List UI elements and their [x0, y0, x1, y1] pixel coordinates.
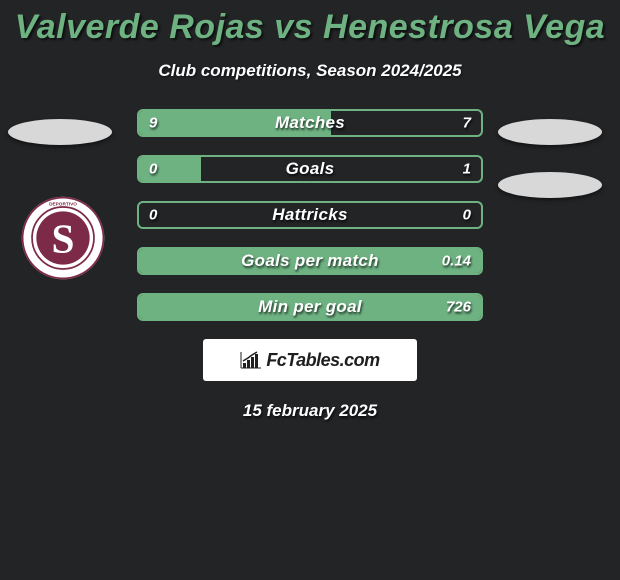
date-text: 15 february 2025	[0, 401, 620, 421]
stat-value-right: 1	[463, 161, 471, 178]
stat-value-left: 0	[149, 161, 157, 178]
svg-text:DEPORTIVO: DEPORTIVO	[49, 201, 77, 207]
svg-text:S: S	[52, 216, 75, 262]
player-ellipse-left	[8, 119, 112, 145]
stat-value-right: 726	[446, 299, 471, 316]
brand-box: FcTables.com	[203, 339, 417, 381]
stat-row: Matches9 7	[137, 109, 483, 137]
stat-value-left: 9	[149, 115, 157, 132]
brand-icon	[240, 351, 262, 369]
stat-value-right: 0.14	[442, 253, 471, 270]
stat-label: Goals per match	[139, 251, 481, 271]
stats-container: Matches97Goals01Hattricks00Goals per mat…	[137, 109, 483, 321]
stat-row: Hattricks0 0	[137, 201, 483, 229]
subtitle: Club competitions, Season 2024/2025	[0, 61, 620, 81]
stat-row: Min per goal726	[137, 293, 483, 321]
player-ellipse-right-1	[498, 119, 602, 145]
club-logo: S DEPORTIVO	[20, 195, 106, 281]
stat-value-left: 0	[149, 207, 157, 224]
page-title: Valverde Rojas vs Henestrosa Vega	[0, 0, 620, 47]
brand-text: FcTables.com	[266, 350, 379, 371]
player-ellipse-right-2	[498, 172, 602, 198]
stat-label: Matches	[139, 113, 481, 133]
stat-label: Goals	[139, 159, 481, 179]
stat-label: Min per goal	[139, 297, 481, 317]
content-area: S DEPORTIVO Matches97Goals01Hattricks00G…	[0, 109, 620, 421]
stat-value-right: 7	[463, 115, 471, 132]
stat-row: Goals0 1	[137, 155, 483, 183]
stat-value-right: 0	[463, 207, 471, 224]
stat-row: Goals per match0.14	[137, 247, 483, 275]
stat-label: Hattricks	[139, 205, 481, 225]
